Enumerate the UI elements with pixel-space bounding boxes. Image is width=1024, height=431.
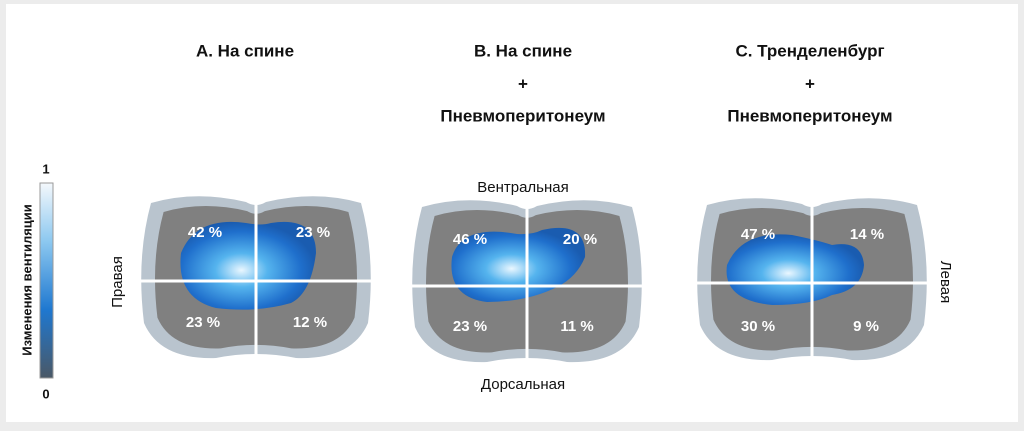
orientation-label: Левая	[937, 261, 954, 303]
eit-image	[694, 198, 930, 362]
eit-image	[409, 200, 645, 364]
orientation-label: Правая	[109, 256, 126, 308]
quadrant-value: 20 %	[563, 231, 597, 248]
colorbar-title: Изменения вентиляции	[19, 204, 34, 356]
panel-title: C. Тренделенбург	[735, 41, 884, 60]
quadrant-value: 46 %	[453, 231, 487, 248]
panel-title: B. На спине	[474, 41, 572, 60]
quadrant-value: 42 %	[188, 224, 222, 241]
quadrant-value: 23 %	[186, 314, 220, 331]
panel-title: +	[518, 74, 528, 93]
panel-title: Пневмоперитонеум	[440, 106, 605, 125]
colorbar-min: 0	[42, 386, 49, 401]
quadrant-value: 47 %	[741, 226, 775, 243]
orientation-label: Дорсальная	[481, 376, 565, 393]
quadrant-value: 23 %	[453, 318, 487, 335]
quadrant-value: 23 %	[296, 224, 330, 241]
quadrant-value: 9 %	[853, 318, 879, 335]
eit-image	[138, 196, 374, 360]
colorbar	[39, 182, 54, 379]
panel-title: A. На спине	[196, 41, 294, 60]
quadrant-value: 12 %	[293, 314, 327, 331]
quadrant-value: 14 %	[850, 226, 884, 243]
colorbar-max: 1	[42, 161, 49, 176]
orientation-label: Вентральная	[477, 179, 569, 196]
panel-title: +	[805, 74, 815, 93]
panel-title: Пневмоперитонеум	[727, 106, 892, 125]
quadrant-value: 11 %	[560, 318, 593, 335]
quadrant-value: 30 %	[741, 318, 775, 335]
